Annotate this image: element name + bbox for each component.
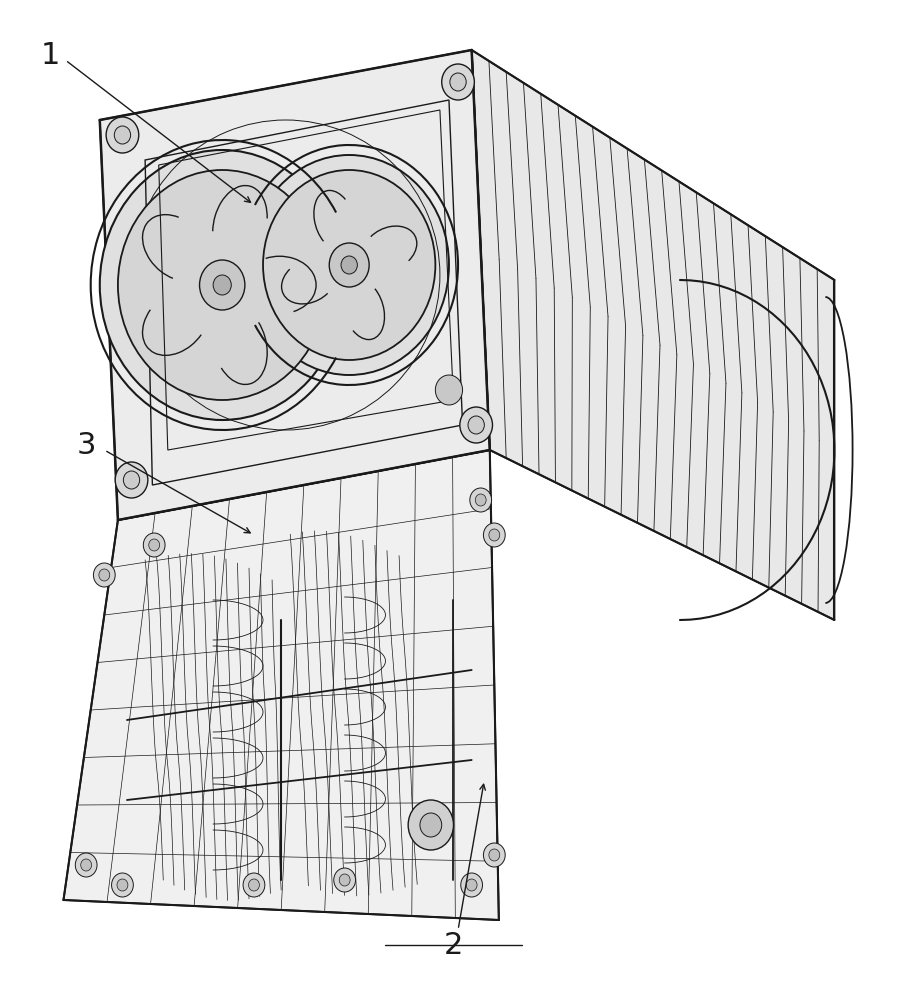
Circle shape: [115, 462, 148, 498]
Circle shape: [489, 529, 500, 541]
Circle shape: [466, 879, 477, 891]
Circle shape: [483, 523, 505, 547]
Circle shape: [106, 117, 139, 153]
Circle shape: [114, 126, 131, 144]
Text: 2: 2: [444, 930, 463, 960]
Circle shape: [341, 256, 357, 274]
Circle shape: [249, 155, 449, 375]
Circle shape: [200, 260, 245, 310]
Circle shape: [243, 873, 265, 897]
Circle shape: [483, 843, 505, 867]
Text: 3: 3: [76, 430, 96, 460]
Polygon shape: [472, 50, 834, 620]
Circle shape: [435, 375, 463, 405]
Circle shape: [249, 879, 259, 891]
Circle shape: [339, 874, 350, 886]
Circle shape: [81, 859, 92, 871]
Circle shape: [468, 416, 484, 434]
Circle shape: [75, 853, 97, 877]
Circle shape: [442, 64, 474, 100]
Circle shape: [460, 407, 493, 443]
Circle shape: [489, 849, 500, 861]
Circle shape: [143, 533, 165, 557]
Circle shape: [470, 488, 492, 512]
Polygon shape: [63, 450, 499, 920]
Circle shape: [461, 873, 483, 897]
Circle shape: [408, 800, 454, 850]
Circle shape: [263, 170, 435, 360]
Circle shape: [123, 471, 140, 489]
Circle shape: [149, 539, 160, 551]
Circle shape: [118, 170, 327, 400]
Circle shape: [100, 150, 345, 420]
Circle shape: [99, 569, 110, 581]
Text: 1: 1: [40, 40, 60, 70]
Circle shape: [93, 563, 115, 587]
Circle shape: [334, 868, 356, 892]
Circle shape: [112, 873, 133, 897]
Circle shape: [475, 494, 486, 506]
Circle shape: [450, 73, 466, 91]
Circle shape: [329, 243, 369, 287]
Circle shape: [117, 879, 128, 891]
Circle shape: [213, 275, 231, 295]
Circle shape: [420, 813, 442, 837]
Polygon shape: [100, 50, 490, 520]
